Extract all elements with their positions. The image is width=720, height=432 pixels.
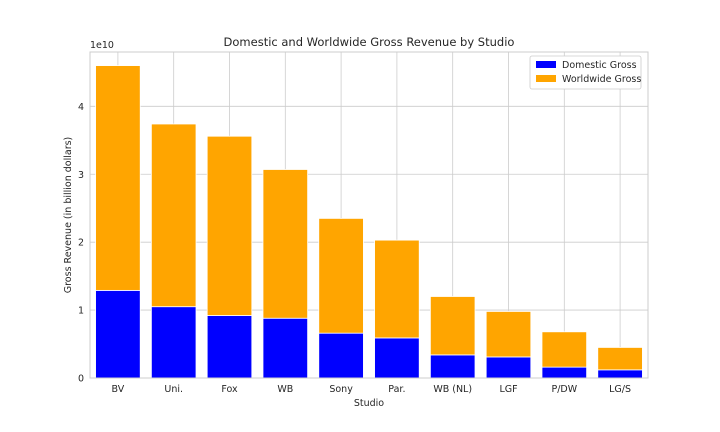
bar-domestic (485, 356, 532, 379)
legend-label-domestic: Domestic Gross (562, 60, 637, 71)
y-tick-label: 4 (78, 102, 84, 113)
legend-swatch-worldwide (536, 75, 556, 82)
bar-domestic (374, 337, 420, 379)
y-tick-label: 0 (78, 374, 84, 385)
x-axis-label: Studio (354, 398, 384, 409)
bar-domestic (541, 366, 588, 379)
bar-domestic (206, 315, 253, 379)
x-tick-label: LGF (499, 384, 517, 395)
bar-worldwide (597, 347, 643, 371)
legend-label-worldwide: Worldwide Gross (562, 74, 641, 85)
chart-title: Domestic and Worldwide Gross Revenue by … (224, 35, 515, 49)
x-tick-labels: BV Uni. Fox WB Sony Par. WB (NL) LGF P/DW LG/S (112, 384, 632, 395)
bar-domestic (597, 369, 643, 379)
x-tick-label: BV (112, 384, 125, 395)
x-tick-label: WB (277, 384, 293, 395)
bar-domestic (150, 306, 197, 379)
bar-worldwide (485, 311, 532, 358)
bar-worldwide (262, 169, 309, 319)
legend: Domestic Gross Worldwide Gross (529, 55, 642, 90)
bar-worldwide (206, 135, 253, 316)
bar-domestic (318, 332, 364, 379)
bar-worldwide (429, 296, 476, 356)
bar-worldwide (150, 123, 197, 308)
y-tick-label: 3 (78, 170, 84, 181)
x-tick-label: WB (NL) (433, 384, 472, 395)
legend-swatch-domestic (536, 61, 556, 68)
legend-box (529, 55, 642, 90)
bar-worldwide (374, 239, 420, 339)
bar-domestic (429, 354, 476, 379)
bar-domestic (95, 289, 141, 379)
x-tick-label: Sony (329, 384, 353, 395)
y-tick-label: 1 (78, 306, 84, 317)
y-offset-text: 1e10 (90, 40, 114, 51)
bar-domestic (262, 317, 309, 379)
y-axis-label: Gross Revenue (in billion dollars) (63, 137, 74, 294)
x-tick-label: P/DW (551, 384, 577, 395)
x-tick-label: Par. (388, 384, 405, 395)
plot-frame (89, 51, 649, 379)
bars-layer (95, 65, 643, 379)
bar-worldwide (95, 65, 141, 291)
y-tick-label: 2 (78, 238, 84, 249)
bar-worldwide (318, 217, 364, 334)
x-tick-label: LG/S (609, 384, 631, 395)
y-tick-labels: 0 1 2 3 4 (78, 102, 84, 385)
bar-worldwide (541, 331, 588, 368)
x-tick-label: Fox (221, 384, 238, 395)
x-tick-label: Uni. (164, 384, 183, 395)
